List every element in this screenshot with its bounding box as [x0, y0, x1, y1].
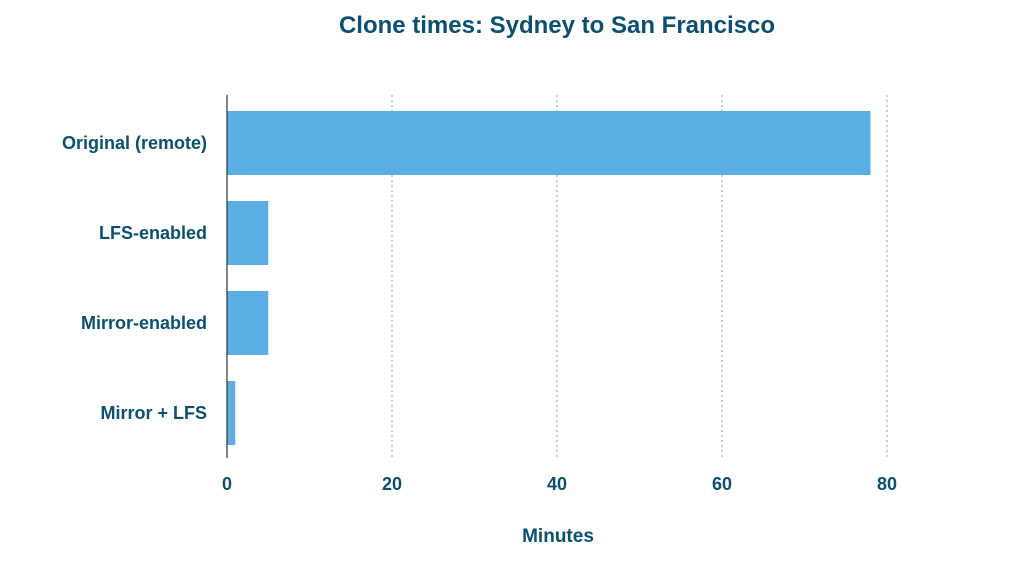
- category-label-3: Mirror + LFS: [100, 403, 207, 423]
- category-label-1: LFS-enabled: [99, 223, 207, 243]
- bar-3: [227, 381, 236, 445]
- category-label-0: Original (remote): [62, 133, 207, 153]
- bar-0: [227, 111, 871, 175]
- bar-2: [227, 291, 269, 355]
- x-tick-label-80: 80: [877, 474, 897, 494]
- bar-1: [227, 201, 269, 265]
- chart-title: Clone times: Sydney to San Francisco: [338, 12, 776, 39]
- x-tick-label-0: 0: [222, 474, 232, 494]
- category-label-2: Mirror-enabled: [81, 313, 207, 333]
- x-tick-label-60: 60: [712, 474, 732, 494]
- x-tick-label-20: 20: [382, 474, 402, 494]
- x-axis-label: Minutes: [522, 526, 594, 547]
- x-tick-label-40: 40: [547, 474, 567, 494]
